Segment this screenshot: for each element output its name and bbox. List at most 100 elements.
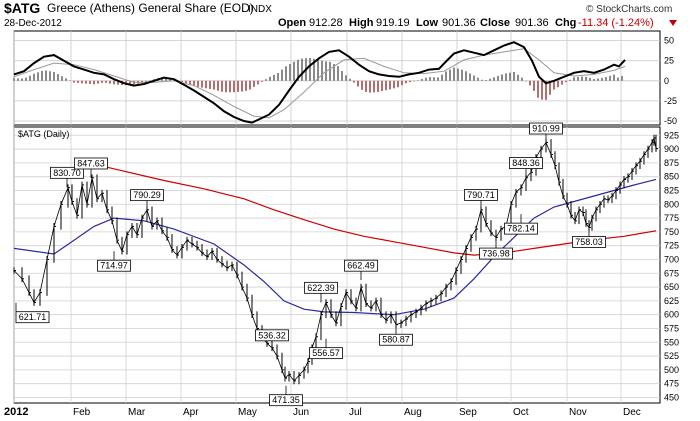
histogram-bar <box>521 77 523 81</box>
histogram-bar <box>109 80 111 84</box>
histogram-bar <box>425 77 427 81</box>
low-value: 901.36 <box>442 17 476 29</box>
histogram-bar <box>73 80 75 83</box>
histogram-bar <box>285 66 287 81</box>
histogram-bar <box>41 70 43 81</box>
histogram-bar <box>409 80 411 83</box>
open-label: Open <box>278 17 306 29</box>
annotation-box <box>97 259 131 272</box>
price-tick-label: 900 <box>664 144 679 154</box>
annotation-box <box>509 157 543 169</box>
annotation-box <box>269 394 303 407</box>
annotation-label: 758.03 <box>575 237 603 247</box>
x-tick-label: Jun <box>293 407 309 418</box>
histogram-bar <box>213 80 215 90</box>
histogram-bar <box>193 80 195 87</box>
histogram-bar <box>341 70 343 81</box>
price-tick-label: 550 <box>664 337 679 347</box>
histogram-bar <box>77 80 79 83</box>
histogram-bar <box>241 80 243 92</box>
histogram-bar <box>549 80 551 95</box>
high-label: High <box>349 17 374 29</box>
histogram-bar <box>513 71 515 81</box>
histogram-bar <box>345 75 347 81</box>
annotation-label: 910.99 <box>532 124 560 134</box>
price-tick-label: 475 <box>664 379 679 389</box>
histogram-bar <box>477 77 479 81</box>
price-lines <box>13 134 658 385</box>
annotation-label: 830.70 <box>53 168 81 178</box>
histogram-bar <box>429 77 431 81</box>
annotation-box <box>479 247 513 260</box>
histogram-bar <box>337 66 339 81</box>
osc-tick-label: -50 <box>664 116 677 126</box>
annotation-box <box>304 281 338 294</box>
histogram-bar <box>141 80 143 83</box>
histogram-bar <box>289 63 291 81</box>
histogram-bar <box>197 80 199 87</box>
price-tick-label: 725 <box>664 241 679 251</box>
histogram-bar <box>545 80 547 100</box>
histogram-bar <box>365 80 367 92</box>
histogram-bar <box>489 78 491 81</box>
annotation-label: 622.39 <box>307 283 335 293</box>
annotation-label: 736.98 <box>482 249 510 259</box>
x-tick-label: Dec <box>623 407 641 418</box>
histogram-bar <box>53 71 55 81</box>
histogram-bar <box>313 58 315 81</box>
price-tick-label: 825 <box>664 185 679 195</box>
annotation-box <box>464 189 498 201</box>
histogram-bar <box>257 80 259 85</box>
ma200-line <box>83 161 657 256</box>
price-tick-label: 775 <box>664 213 679 223</box>
annotation-box <box>572 236 606 248</box>
histogram-bar <box>61 76 63 81</box>
price-panel-label: $ATG (Daily) <box>18 129 69 139</box>
histogram-bar <box>301 58 303 81</box>
histogram-bar <box>65 78 67 81</box>
histogram-bar <box>377 80 379 92</box>
histogram-bar <box>233 80 235 93</box>
histogram-bar <box>473 75 475 81</box>
osc-tick-label: -25 <box>664 96 677 106</box>
histogram-bar <box>361 80 363 90</box>
histogram-bar <box>373 80 375 93</box>
histogram-bar <box>117 80 119 85</box>
high-value: 919.19 <box>376 17 410 29</box>
histogram-bar <box>69 80 71 81</box>
histogram-bar <box>145 80 147 82</box>
histogram-bar <box>497 75 499 81</box>
histogram-bar <box>449 69 451 81</box>
histogram-bar <box>225 80 227 93</box>
histogram-bar <box>209 80 211 89</box>
x-tick-label: 2012 <box>4 406 28 418</box>
annotation-box <box>379 333 413 346</box>
annotation-label: 471.35 <box>272 395 300 405</box>
histogram-bar <box>321 60 323 81</box>
histogram-bar <box>349 78 351 81</box>
watermark: © StockCharts.com <box>586 4 672 15</box>
histogram-bar <box>385 80 387 91</box>
histogram-bar <box>229 80 231 93</box>
histogram-bar <box>85 80 87 84</box>
histogram-bar <box>505 73 507 81</box>
price-tick-label: 600 <box>664 310 679 320</box>
annotation-label: 847.63 <box>77 158 105 168</box>
chart-header: $ATG Greece (Athens) General Share (EOD)… <box>4 0 677 29</box>
annotation-label: 580.87 <box>382 335 410 345</box>
histogram-bar <box>509 72 511 81</box>
histogram-bar <box>445 71 447 81</box>
histogram-bar <box>217 80 219 91</box>
histogram-bar <box>49 71 51 81</box>
price-tick-label: 650 <box>664 282 679 292</box>
x-tick-label: Sep <box>459 407 477 418</box>
histogram-bar <box>89 80 91 84</box>
histogram-bar <box>293 61 295 81</box>
annotation-label: 790.71 <box>467 190 495 200</box>
oscillator-lines <box>13 41 626 124</box>
annotation-box <box>74 157 108 170</box>
histogram-bar <box>557 80 559 88</box>
histogram-bar <box>597 78 599 81</box>
